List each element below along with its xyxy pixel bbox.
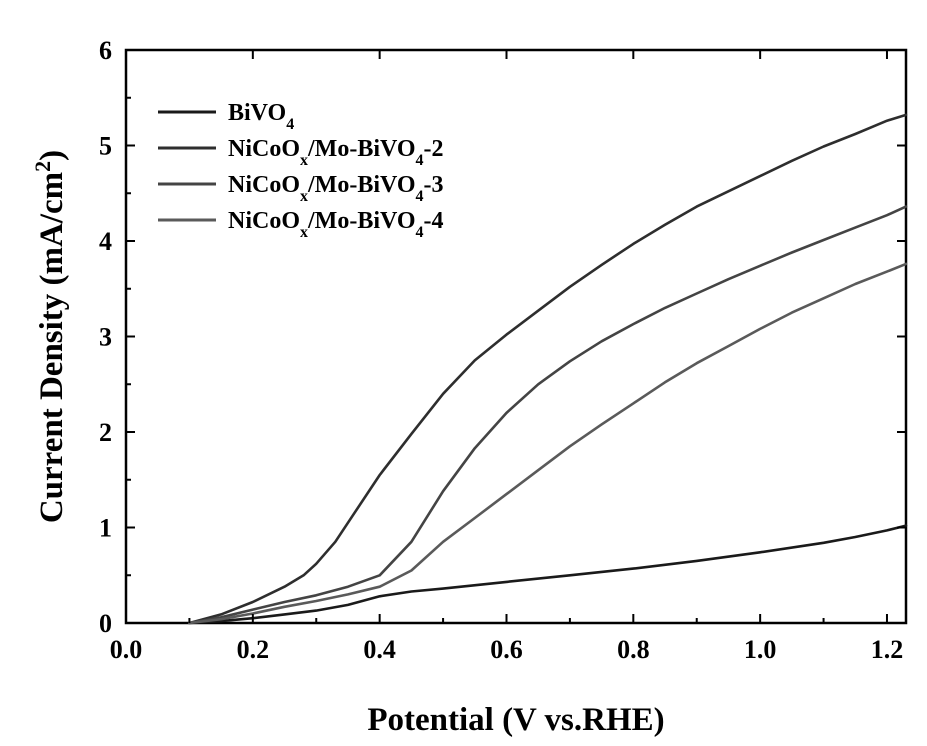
y-tick-label: 6: [99, 36, 112, 65]
legend: BiVO4NiCoOx/Mo-BiVO4-2NiCoOx/Mo-BiVO4-3N…: [158, 100, 444, 241]
series-line-4: [189, 264, 906, 623]
x-tick-label: 0.0: [110, 635, 143, 664]
y-tick-label: 2: [99, 418, 112, 447]
x-tick-label: 1.0: [744, 635, 777, 664]
legend-label: NiCoOx/Mo-BiVO4-4: [228, 208, 444, 241]
series-line-3: [189, 207, 906, 623]
series-line-1: [189, 526, 906, 623]
legend-label: BiVO4: [228, 100, 294, 133]
y-axis-title: Current Density (mA/cm2): [30, 150, 71, 523]
y-tick-label: 0: [99, 609, 112, 638]
x-tick-label: 0.4: [363, 635, 396, 664]
legend-label: NiCoOx/Mo-BiVO4-3: [228, 172, 444, 205]
y-tick-label: 3: [99, 323, 112, 352]
x-axis-title: Potential (V vs.RHE): [367, 702, 664, 738]
x-tick-label: 0.6: [490, 635, 523, 664]
y-tick-label: 5: [99, 132, 112, 161]
legend-label: NiCoOx/Mo-BiVO4-2: [228, 136, 444, 169]
y-tick-label: 1: [99, 514, 112, 543]
x-tick-label: 0.8: [617, 635, 650, 664]
y-tick-label: 4: [99, 227, 112, 256]
x-tick-label: 1.2: [871, 635, 904, 664]
x-tick-label: 0.2: [237, 635, 270, 664]
